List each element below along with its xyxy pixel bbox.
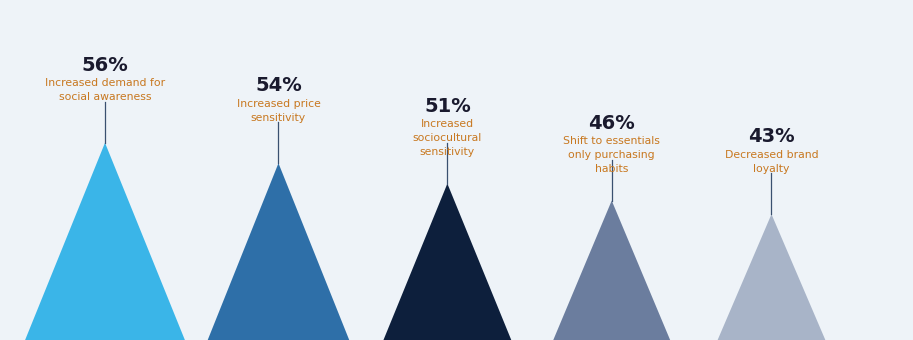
Polygon shape [207,163,349,340]
Text: 56%: 56% [81,56,129,75]
Text: Decreased brand
loyalty: Decreased brand loyalty [725,150,818,174]
Text: Increased
sociocultural
sensitivity: Increased sociocultural sensitivity [413,119,482,157]
Text: Shift to essentials
only purchasing
habits: Shift to essentials only purchasing habi… [563,136,660,174]
Text: 51%: 51% [424,97,471,116]
Polygon shape [718,214,825,340]
Polygon shape [383,184,511,340]
Polygon shape [26,143,184,340]
Text: 43%: 43% [748,127,795,146]
Text: 54%: 54% [255,76,302,95]
Text: Increased price
sensitivity: Increased price sensitivity [236,99,320,123]
Polygon shape [553,201,670,340]
Text: 46%: 46% [588,114,635,133]
Text: Increased demand for
social awareness: Increased demand for social awareness [45,78,165,102]
